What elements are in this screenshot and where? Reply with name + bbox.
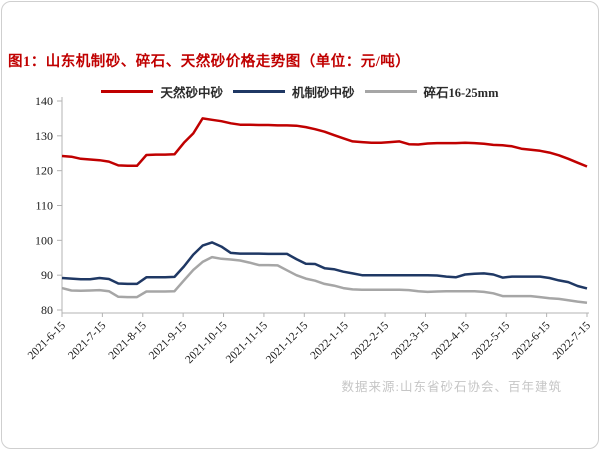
x-tick-label: 2021-8-15 <box>107 319 150 362</box>
legend-label: 天然砂中砂 <box>160 86 223 100</box>
x-tick-label: 2022-7-15 <box>551 319 594 362</box>
natural-sand-line-swatch <box>101 90 154 93</box>
y-tick-label: 130 <box>35 129 53 143</box>
x-tick-label: 2022-5-15 <box>470 319 513 362</box>
x-tick-label: 2022-6-15 <box>510 319 553 362</box>
x-tick-label: 2022-4-15 <box>430 319 473 362</box>
x-tick-label: 2022-1-15 <box>308 319 351 362</box>
chart-title: 图1：山东机制砂、碎石、天然砂价格走势图（单位：元/吨） <box>8 54 411 70</box>
crushed-stone-line-swatch <box>364 90 417 93</box>
x-tick-label: 2022-3-15 <box>389 319 432 362</box>
machine-sand-line <box>61 241 588 290</box>
legend-item-natural-sand: 天然砂中砂 <box>101 82 223 101</box>
crushed-stone-16-25mm-line <box>61 255 588 304</box>
y-tick-label: 110 <box>35 199 53 213</box>
x-tick-label: 2021-6-15 <box>26 319 69 362</box>
natural-sand-line <box>61 117 588 168</box>
y-tick-label: 90 <box>41 268 53 282</box>
data-source-note: 数据来源:山东省砂石协会、百年建筑 <box>341 380 562 394</box>
legend-label: 机制砂中砂 <box>292 86 355 100</box>
y-tick-label: 120 <box>35 164 53 178</box>
x-tick-label: 2021-12-15 <box>264 319 311 366</box>
legend-item-crushed-stone: 碎石16-25mm <box>364 82 499 101</box>
legend-item-machine-sand: 机制砂中砂 <box>233 82 355 101</box>
y-tick-label: 100 <box>35 233 53 247</box>
x-tick-label: 2021-7-15 <box>66 319 109 362</box>
legend-label: 碎石16-25mm <box>423 86 499 100</box>
chart-legend: 天然砂中砂 机制砂中砂 碎石16-25mm <box>0 82 600 101</box>
x-tick-label: 2021-9-15 <box>147 319 190 362</box>
machine-sand-line-swatch <box>233 90 285 93</box>
x-tick-label: 2021-11-15 <box>224 319 270 365</box>
y-tick-label: 80 <box>41 303 53 317</box>
x-tick-label: 2021-10-15 <box>183 319 230 366</box>
x-tick-label: 2022-2-15 <box>349 319 392 362</box>
y-tick-label: 140 <box>35 94 53 108</box>
